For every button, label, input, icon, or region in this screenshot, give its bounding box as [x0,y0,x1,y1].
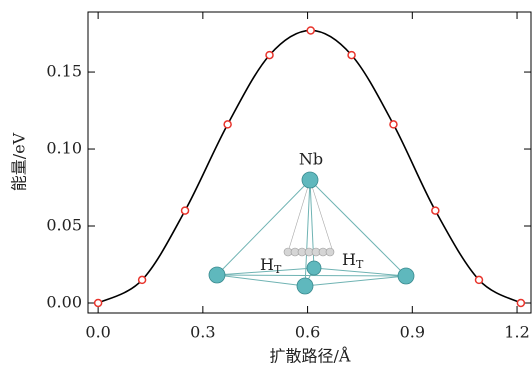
point [307,27,314,34]
structure-inset: Nb HT HT [209,150,414,295]
point [182,207,189,214]
annotation: Nb [299,150,323,169]
annotation: HT [260,255,282,277]
point [95,299,102,306]
x-tick-label: 0.0 [85,323,110,342]
chart: Nb HT HT 扩散路径/Å 能量/eV 0.00 0.05 0.10 0.15 0.… [0,0,532,377]
y-tick-label: 0.00 [46,292,82,311]
y-tick-label: 0.10 [46,139,82,158]
x-tick-label: 0.9 [400,323,425,342]
y-axis-label: 能量/eV [10,132,29,191]
point [348,52,355,59]
x-tick-label: 1.2 [504,323,529,342]
point [517,299,524,306]
x-tick-label: 0.3 [190,323,215,342]
point [475,276,482,283]
y-tick-label: 0.05 [46,216,82,235]
annotation: HT [342,250,364,272]
x-axis-label: 扩散路径/Å [270,346,351,366]
y-tick-label: 0.15 [46,62,82,81]
point [266,52,273,59]
x-tick-label: 0.6 [295,323,320,342]
point [224,121,231,128]
point [390,121,397,128]
point [432,207,439,214]
point [139,276,146,283]
